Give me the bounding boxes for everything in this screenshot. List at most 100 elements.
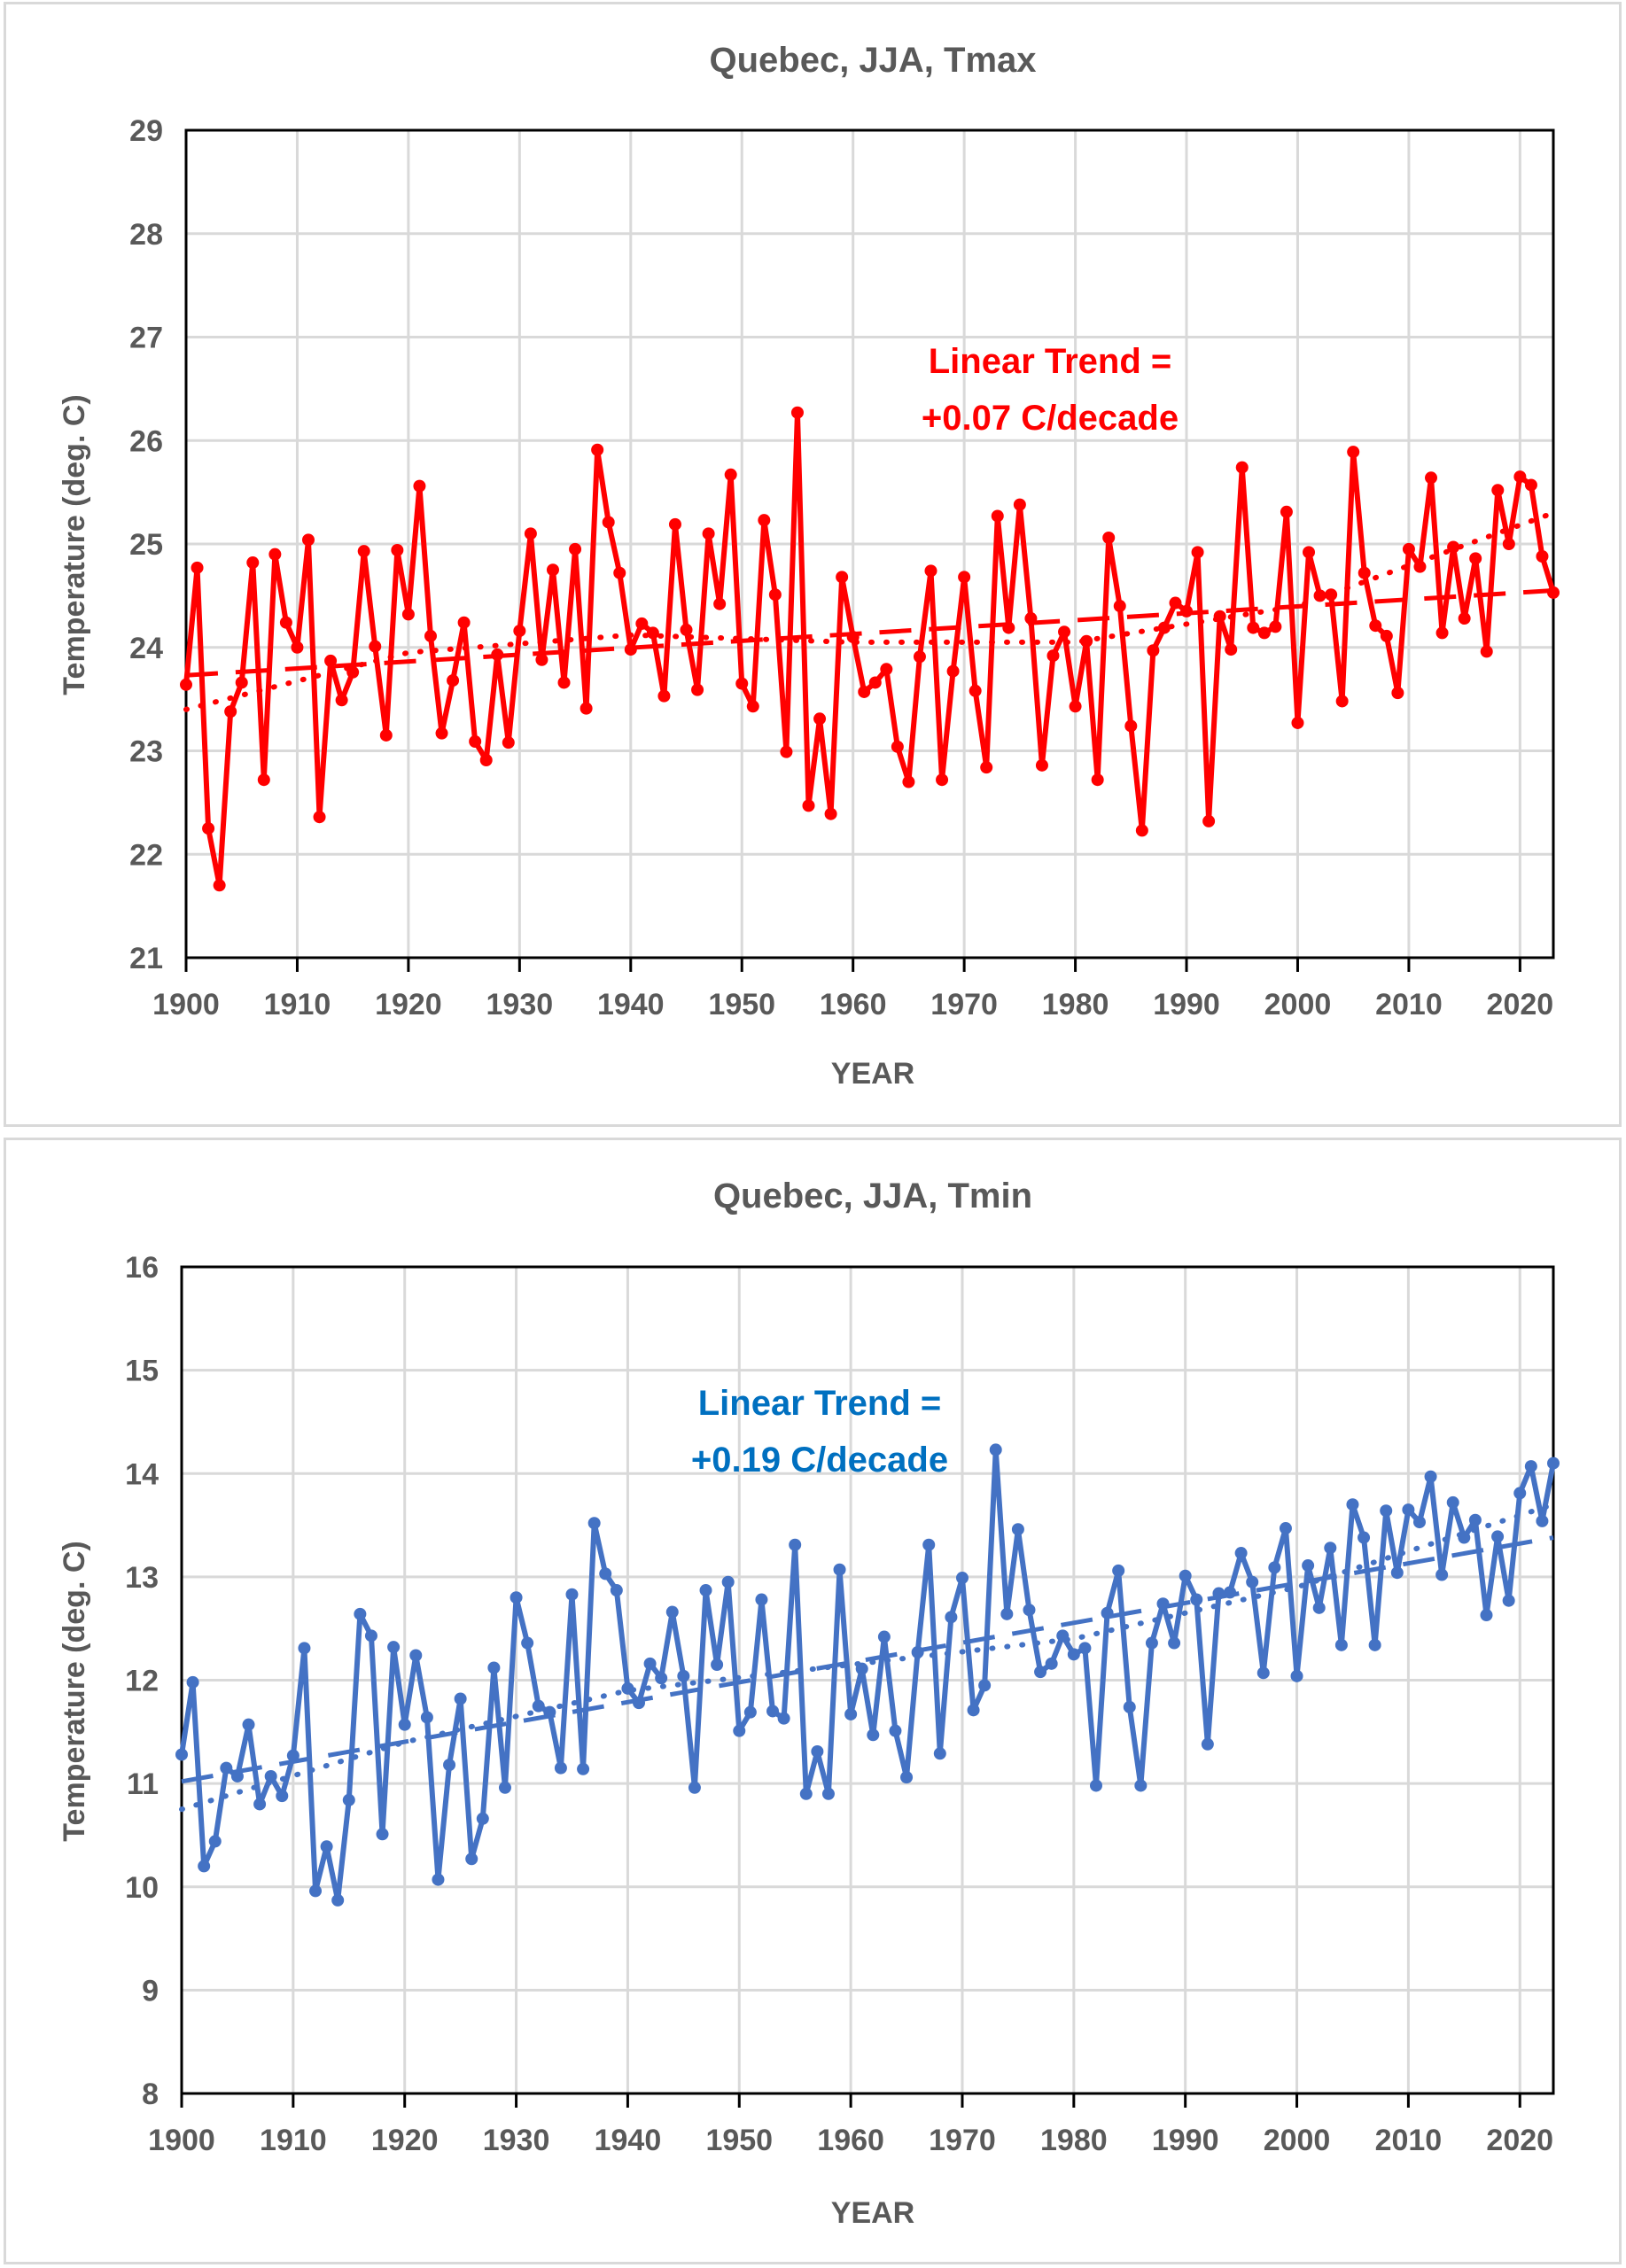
data-point [668, 517, 681, 531]
data-point [276, 1790, 289, 1803]
data-point [991, 509, 1004, 523]
data-point [1213, 610, 1226, 623]
data-point [268, 548, 282, 561]
data-point [454, 1692, 467, 1705]
data-point [364, 1629, 377, 1643]
data-point [1469, 552, 1482, 565]
y-tick-label: 8 [142, 2078, 159, 2111]
y-tick-label: 25 [129, 528, 163, 562]
data-point [1168, 1636, 1181, 1650]
tmin-chart: Quebec, JJA, Tmin 8 9 10 11 12 13 14 15 16 1900 19… [58, 1177, 1560, 2230]
data-point [398, 1718, 411, 1731]
data-point [602, 516, 615, 529]
data-point [1069, 700, 1082, 713]
data-point [813, 712, 827, 726]
data-point [391, 544, 404, 557]
data-point [911, 1646, 924, 1659]
data-point [387, 1641, 401, 1654]
data-point [936, 773, 949, 787]
data-point [198, 1860, 211, 1873]
data-point [691, 683, 704, 696]
data-point [868, 676, 882, 689]
data-point [569, 542, 582, 555]
data-point [376, 1828, 389, 1841]
data-point [1346, 1498, 1359, 1511]
data-point [1524, 478, 1537, 492]
data-point [1201, 1737, 1214, 1751]
data-point [811, 1744, 824, 1758]
data-point [346, 665, 360, 679]
data-point [1324, 1542, 1337, 1555]
data-point [535, 653, 548, 666]
data-point [521, 1636, 534, 1650]
data-point [1080, 634, 1093, 648]
data-point [1035, 758, 1048, 772]
data-point [980, 761, 993, 774]
data-point [1247, 621, 1260, 634]
data-point [313, 811, 326, 824]
data-point [933, 1747, 946, 1760]
data-point [1090, 1779, 1102, 1792]
data-point [858, 685, 871, 698]
data-point [955, 1572, 969, 1585]
data-point [1134, 1779, 1148, 1792]
data-point [246, 556, 260, 570]
data-point [836, 571, 849, 584]
data-point [513, 625, 526, 638]
x-tick-label: 1910 [260, 2124, 327, 2157]
data-point [309, 1884, 323, 1898]
data-point [257, 773, 270, 787]
data-point [457, 616, 471, 629]
data-point [1458, 612, 1471, 625]
trend-annotation-line2: +0.07 C/decade [922, 399, 1179, 438]
x-tick-label: 1960 [820, 988, 887, 1021]
x-tick-label: 1980 [1040, 2124, 1108, 2157]
y-tick-label: 27 [129, 322, 163, 355]
data-point [1491, 484, 1505, 497]
data-point [175, 1748, 188, 1761]
data-point [1212, 1587, 1225, 1600]
data-point [1091, 773, 1104, 787]
data-point [1147, 644, 1160, 657]
y-axis-label: Temperature (deg. C) [58, 1541, 91, 1841]
tmax-chart: Quebec, JJA, Tmax 21 22 23 24 25 26 27 28 29 1900… [58, 41, 1560, 1091]
x-tick-label: 1940 [595, 2124, 662, 2157]
data-point [1011, 1523, 1024, 1536]
data-point [469, 734, 482, 748]
data-point [633, 1697, 645, 1710]
data-point [532, 1699, 545, 1713]
data-point [1101, 1606, 1114, 1619]
data-point [1046, 649, 1060, 663]
data-point [1480, 645, 1493, 658]
data-point [1224, 1586, 1237, 1599]
data-point [924, 564, 937, 578]
data-point [1358, 1531, 1371, 1544]
data-point [1446, 1495, 1459, 1509]
data-point [821, 1787, 835, 1800]
data-point [465, 1852, 478, 1866]
series-line-tmax [183, 409, 1556, 889]
y-tick-label: 10 [125, 1871, 159, 1905]
y-tick-label: 15 [125, 1355, 159, 1388]
x-tick-label: 2010 [1375, 988, 1443, 1021]
data-point [989, 1443, 1002, 1456]
x-tick-label: 2010 [1375, 2124, 1443, 2157]
data-point [1303, 546, 1316, 559]
data-point [491, 648, 504, 661]
data-point [1547, 586, 1560, 599]
data-point [1279, 1522, 1292, 1535]
data-point [369, 640, 382, 653]
data-point [546, 563, 559, 577]
data-point [1368, 1638, 1381, 1651]
data-point [1135, 824, 1148, 837]
x-tick-label: 1950 [705, 2124, 773, 2157]
data-point [624, 643, 637, 656]
data-point [1280, 505, 1293, 518]
data-point [498, 1781, 511, 1794]
data-point [230, 1769, 244, 1783]
data-point [208, 1835, 222, 1848]
data-point [877, 1630, 891, 1643]
data-point [1435, 1568, 1449, 1581]
data-point [342, 1793, 355, 1806]
data-point [945, 1611, 958, 1624]
